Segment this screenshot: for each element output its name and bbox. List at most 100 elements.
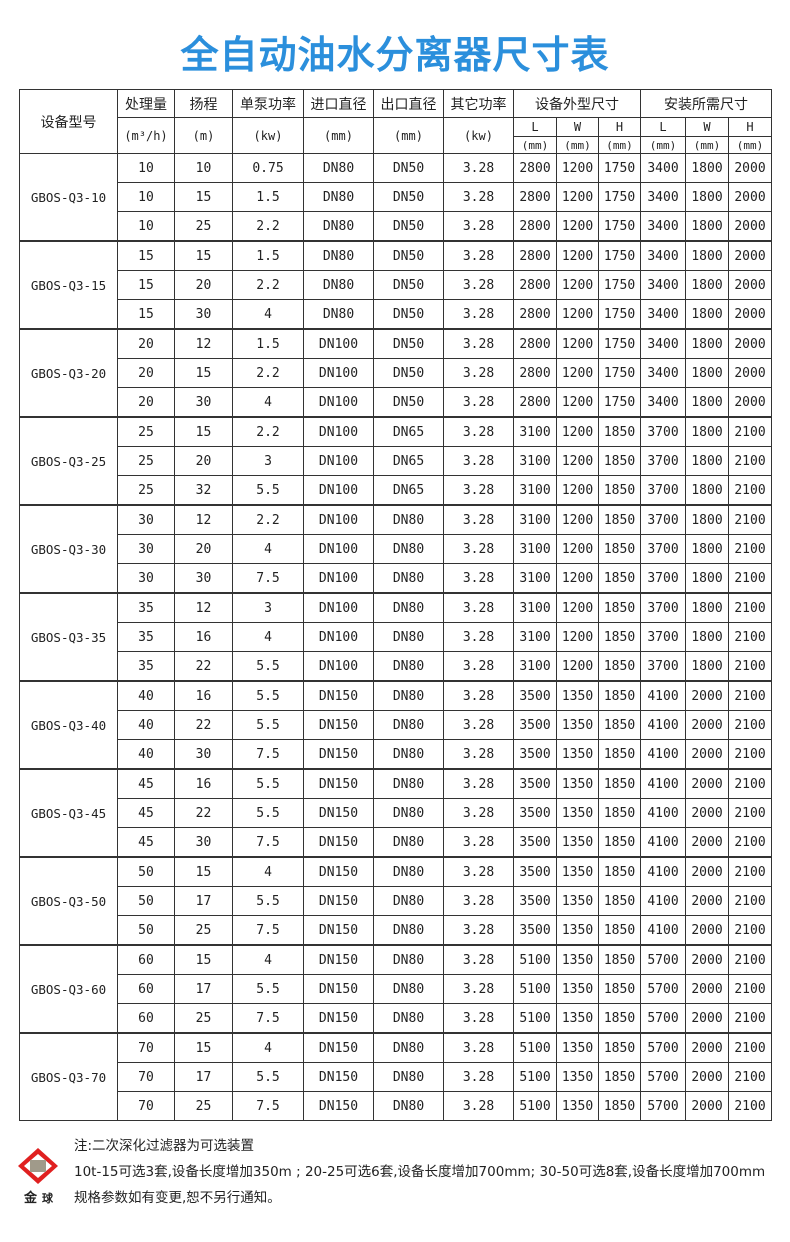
table-cell: 2000 bbox=[685, 1091, 730, 1121]
table-cell: 70 bbox=[117, 1091, 175, 1121]
table-cell: 1850 bbox=[597, 680, 642, 711]
table-cell: 2000 bbox=[728, 240, 773, 271]
table-row: 25 32 5.5 DN100 DN65 3.28 3100 1200 1850 3700 1800… bbox=[20, 475, 773, 506]
table-cell: 3.28 bbox=[443, 416, 514, 447]
table-cell: 1800 bbox=[685, 475, 730, 506]
table-cell: 4100 bbox=[640, 739, 687, 770]
table-cell: 5.5 bbox=[232, 768, 304, 799]
table-cell: 2100 bbox=[728, 504, 773, 535]
dim-unit: (mm) bbox=[556, 136, 599, 154]
table-cell: DN80 bbox=[303, 299, 374, 330]
table-cell: 2000 bbox=[685, 768, 730, 799]
table-cell: DN80 bbox=[373, 915, 444, 946]
model-cell: GBOS-Q3-50 bbox=[19, 856, 118, 946]
table-cell: 1850 bbox=[597, 710, 642, 740]
table-cell: 2100 bbox=[728, 944, 773, 975]
table-cell: 1850 bbox=[597, 944, 642, 975]
table-row: 25 20 3 DN100 DN65 3.28 3100 1200 1850 3700 1800 21… bbox=[20, 446, 773, 476]
table-cell: 15 bbox=[174, 240, 233, 271]
table-cell: 1800 bbox=[685, 358, 730, 388]
table-cell: DN65 bbox=[373, 416, 444, 447]
header-model: 设备型号 bbox=[19, 89, 118, 154]
table-cell: DN80 bbox=[303, 240, 374, 271]
header-head: 扬程 bbox=[174, 89, 233, 118]
table-cell: DN150 bbox=[303, 739, 374, 770]
table-cell: 2100 bbox=[728, 534, 773, 564]
table-cell: 70 bbox=[117, 1062, 175, 1092]
table-cell: 1350 bbox=[556, 1003, 599, 1034]
table-cell: 4 bbox=[232, 387, 304, 418]
table-cell: 1800 bbox=[685, 240, 730, 271]
unit-power: (kw) bbox=[232, 117, 304, 154]
table-cell: 1350 bbox=[556, 1062, 599, 1092]
table-cell: 3.28 bbox=[443, 622, 514, 652]
table-row: GBOS-Q3-30 30 12 2.2 DN100 DN80 3.28 3100 1200 18… bbox=[19, 504, 773, 594]
size-table: 设备型号 处理量 扬程 单泵功率 进口直径 出口直径 其它功率 设备外型尺寸 安… bbox=[19, 89, 773, 1121]
header-unit-row: (m³/h) (m) (kw) (mm) (mm) (kw) L W H L W… bbox=[20, 117, 773, 154]
table-row: GBOS-Q3-60 60 15 4 DN150 DN80 3.28 5100 1350 1850… bbox=[19, 944, 773, 1034]
table-cell: 3.28 bbox=[443, 1062, 514, 1092]
table-cell: 1200 bbox=[556, 328, 599, 359]
table-cell: 2000 bbox=[728, 299, 773, 330]
table-row: 60 25 7.5 DN150 DN80 3.28 5100 1350 1850 5700 2000… bbox=[20, 1003, 773, 1034]
table-cell: 5100 bbox=[513, 1062, 557, 1092]
table-cell: 3.28 bbox=[443, 680, 514, 711]
table-cell: 1850 bbox=[597, 622, 642, 652]
table-cell: 3500 bbox=[513, 768, 557, 799]
table-cell: 45 bbox=[117, 768, 175, 799]
table-cell: 1200 bbox=[556, 446, 599, 476]
table-row: GBOS-Q3-45 45 16 5.5 DN150 DN80 3.28 3500 1350 18… bbox=[19, 768, 773, 858]
logo-mark bbox=[30, 1160, 46, 1172]
table-cell: 1200 bbox=[556, 563, 599, 594]
table-cell: 1200 bbox=[556, 475, 599, 506]
table-cell: 1350 bbox=[556, 798, 599, 828]
table-row: 30 20 4 DN100 DN80 3.28 3100 1200 1850 3700 1800 21… bbox=[20, 534, 773, 564]
table-cell: 1800 bbox=[685, 182, 730, 212]
table-cell: 3400 bbox=[640, 270, 687, 300]
table-cell: 2000 bbox=[685, 739, 730, 770]
table-cell: 10 bbox=[174, 153, 233, 183]
table-cell: 1350 bbox=[556, 710, 599, 740]
table-cell: 25 bbox=[117, 416, 175, 447]
table-cell: 1200 bbox=[556, 534, 599, 564]
table-cell: 3100 bbox=[513, 563, 557, 594]
table-cell: 1850 bbox=[597, 504, 642, 535]
table-cell: 2000 bbox=[685, 1032, 730, 1063]
table-cell: 1350 bbox=[556, 768, 599, 799]
table-cell: DN100 bbox=[303, 651, 374, 682]
table-cell: 1750 bbox=[597, 328, 642, 359]
company-logo: 金 球 bbox=[18, 1148, 58, 1206]
table-cell: 3400 bbox=[640, 299, 687, 330]
table-cell: 1800 bbox=[685, 592, 730, 623]
table-cell: DN80 bbox=[373, 651, 444, 682]
table-cell: DN150 bbox=[303, 827, 374, 858]
table-cell: 2.2 bbox=[232, 211, 304, 242]
table-cell: 2100 bbox=[728, 915, 773, 946]
table-cell: 7.5 bbox=[232, 915, 304, 946]
table-cell: 5100 bbox=[513, 1091, 557, 1121]
table-cell: DN80 bbox=[373, 798, 444, 828]
table-row: GBOS-Q3-40 40 16 5.5 DN150 DN80 3.28 3500 1350 18… bbox=[19, 680, 773, 770]
header-row: 设备型号 处理量 扬程 单泵功率 进口直径 出口直径 其它功率 设备外型尺寸 安… bbox=[19, 89, 773, 154]
table-cell: 3.28 bbox=[443, 592, 514, 623]
model-cell: GBOS-Q3-70 bbox=[19, 1032, 118, 1121]
table-cell: 2100 bbox=[728, 886, 773, 916]
table-cell: 2100 bbox=[728, 1091, 773, 1121]
table-cell: 1850 bbox=[597, 915, 642, 946]
table-cell: 4 bbox=[232, 1032, 304, 1063]
table-cell: DN65 bbox=[373, 475, 444, 506]
table-cell: DN100 bbox=[303, 592, 374, 623]
table-cell: 1850 bbox=[597, 651, 642, 682]
table-cell: DN80 bbox=[303, 153, 374, 183]
table-cell: 4 bbox=[232, 534, 304, 564]
table-cell: DN80 bbox=[373, 739, 444, 770]
table-cell: DN150 bbox=[303, 1003, 374, 1034]
table-cell: 3.28 bbox=[443, 240, 514, 271]
table-cell: 22 bbox=[174, 651, 233, 682]
table-cell: DN80 bbox=[303, 211, 374, 242]
table-cell: 50 bbox=[117, 915, 175, 946]
table-cell: 4 bbox=[232, 299, 304, 330]
table-cell: 1850 bbox=[597, 416, 642, 447]
table-row: 40 30 7.5 DN150 DN80 3.28 3500 1350 1850 4100 2000… bbox=[20, 739, 773, 770]
table-cell: 40 bbox=[117, 739, 175, 770]
